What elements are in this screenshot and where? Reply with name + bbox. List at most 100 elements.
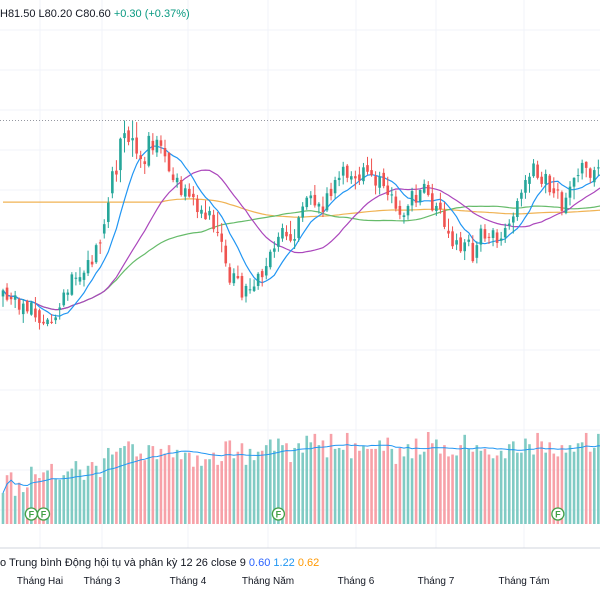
candle-body bbox=[431, 193, 434, 211]
candle bbox=[46, 317, 49, 327]
candle-body bbox=[552, 188, 556, 194]
volume-bar bbox=[196, 455, 199, 524]
candle-body bbox=[98, 242, 102, 244]
candle bbox=[135, 122, 138, 160]
volume-bar bbox=[455, 455, 458, 524]
candle bbox=[5, 283, 9, 302]
volume-bar bbox=[111, 454, 114, 524]
event-marker[interactable]: F bbox=[24, 507, 39, 521]
candle bbox=[30, 300, 33, 316]
volume-bar bbox=[499, 450, 503, 524]
candle-body bbox=[313, 194, 317, 206]
candle-body bbox=[208, 210, 211, 216]
volume-bar bbox=[540, 441, 543, 524]
candle-body bbox=[471, 242, 475, 262]
candle-body bbox=[536, 164, 539, 178]
candle-body bbox=[390, 194, 394, 196]
candle bbox=[220, 223, 223, 253]
volume-bar bbox=[9, 472, 13, 524]
candle bbox=[293, 229, 296, 249]
candle bbox=[495, 229, 499, 248]
volume-bar bbox=[54, 478, 57, 524]
volume-bar bbox=[520, 452, 523, 524]
volume-bar bbox=[42, 472, 45, 524]
volume-bar bbox=[358, 450, 361, 524]
volume-bar bbox=[564, 452, 568, 524]
candle bbox=[572, 177, 576, 200]
volume-bar bbox=[321, 440, 325, 524]
candle bbox=[588, 167, 592, 184]
candle-body bbox=[248, 289, 252, 291]
x-tick-label: Tháng Năm bbox=[242, 576, 294, 587]
ma-long-line bbox=[3, 198, 600, 218]
volume-bar bbox=[216, 464, 219, 524]
candle bbox=[491, 228, 495, 247]
volume-bar bbox=[204, 459, 207, 524]
candle bbox=[86, 250, 90, 277]
candle-body bbox=[576, 175, 580, 177]
candle-body bbox=[467, 239, 471, 242]
candle-body bbox=[151, 140, 155, 151]
candle bbox=[301, 202, 304, 222]
candle-body bbox=[321, 206, 325, 213]
candle-body bbox=[58, 307, 61, 310]
volume-bar bbox=[159, 448, 163, 524]
candle-body bbox=[90, 261, 94, 265]
volume-bar bbox=[584, 432, 588, 524]
candle-body bbox=[410, 191, 414, 206]
x-tick-label: Tháng Hai bbox=[17, 576, 63, 587]
volume-bar bbox=[208, 459, 211, 524]
candle bbox=[382, 168, 385, 189]
candle bbox=[159, 135, 163, 154]
candle bbox=[34, 296, 37, 322]
candle bbox=[431, 183, 434, 212]
volume-bar bbox=[431, 443, 434, 524]
candle bbox=[532, 159, 535, 178]
candle-body bbox=[406, 205, 410, 216]
candle-body bbox=[139, 155, 142, 160]
candle bbox=[58, 303, 61, 320]
candle bbox=[21, 299, 25, 323]
candle-body bbox=[507, 223, 511, 226]
volume-bar bbox=[588, 451, 592, 524]
event-marker[interactable]: F bbox=[271, 507, 286, 521]
volume-bar bbox=[451, 454, 454, 524]
x-tick-label: Tháng 3 bbox=[84, 576, 121, 587]
low-value: L80.20 bbox=[38, 8, 73, 20]
candle-body bbox=[196, 198, 199, 213]
event-marker[interactable]: F bbox=[36, 507, 51, 521]
volume-bar bbox=[167, 445, 171, 524]
volume-bar bbox=[289, 462, 292, 524]
candle bbox=[94, 243, 98, 264]
volume-bar bbox=[329, 433, 333, 524]
change-value: +0.30 (+0.37%) bbox=[113, 8, 190, 20]
volume-bar bbox=[317, 445, 321, 524]
volume-bar bbox=[382, 450, 385, 524]
volume-bar bbox=[532, 454, 535, 524]
candle-body bbox=[483, 229, 487, 239]
candle-body bbox=[297, 217, 300, 238]
candle-body bbox=[204, 212, 207, 220]
volume-bar bbox=[248, 448, 252, 524]
event-marker[interactable]: F bbox=[551, 507, 565, 521]
volume-bar bbox=[163, 453, 167, 524]
candle-body bbox=[127, 130, 130, 142]
candle bbox=[127, 126, 130, 146]
candle bbox=[62, 289, 66, 307]
volume-bar bbox=[544, 452, 547, 524]
volume-bar bbox=[188, 452, 191, 524]
candle-body bbox=[305, 197, 309, 208]
candle bbox=[167, 151, 171, 173]
candles[interactable] bbox=[1, 120, 600, 330]
volume-bar bbox=[200, 465, 203, 524]
candle-body bbox=[580, 162, 584, 174]
x-tick-label: Tháng 4 bbox=[170, 576, 207, 587]
volume-bar bbox=[264, 445, 268, 524]
candle bbox=[459, 231, 462, 253]
close-value: C80.60 bbox=[75, 8, 111, 20]
candle bbox=[281, 223, 284, 242]
macd-legend[interactable]: o Trung bình Động hội tụ và phân kỳ 12 2… bbox=[0, 557, 319, 569]
